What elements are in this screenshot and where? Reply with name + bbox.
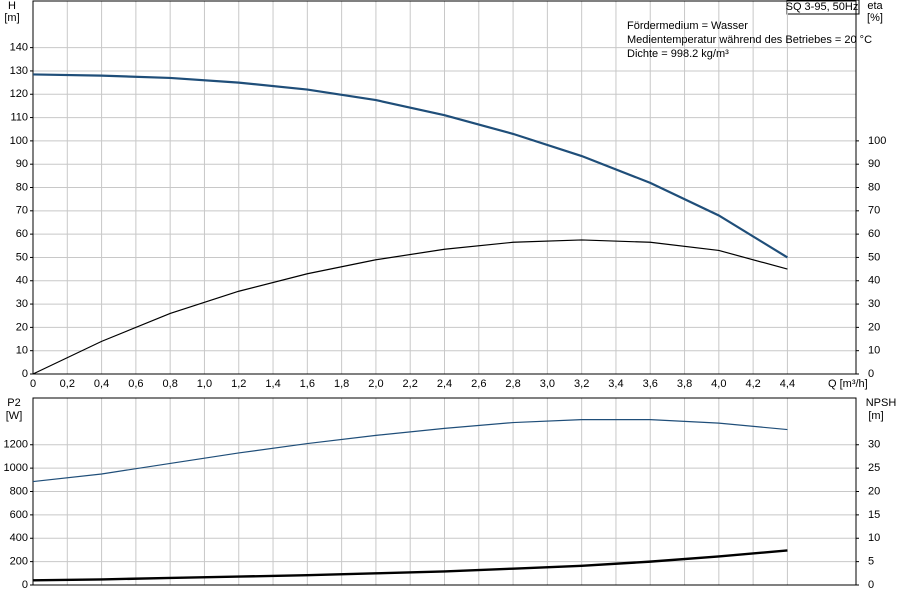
x-tick-label: 2,0 — [368, 378, 383, 390]
y2-tick-label: 20 — [868, 321, 880, 333]
y-tick-label: 10 — [16, 345, 28, 357]
data-line — [32, 419, 788, 483]
y2-axis-label: NPSH — [866, 397, 897, 409]
y2-axis-label: eta — [867, 0, 883, 12]
x-tick-label: 1,8 — [334, 378, 349, 390]
x-tick-label: 0,2 — [60, 378, 75, 390]
y-tick-label: 600 — [10, 509, 28, 521]
x-tick-label: 3,4 — [608, 378, 623, 390]
annotation: Medientemperatur während des Betriebes =… — [627, 34, 872, 46]
plot-frame — [32, 0, 857, 375]
x-tick-label: 3,6 — [643, 378, 658, 390]
data-line — [32, 549, 788, 582]
y-tick-label: 20 — [16, 321, 28, 333]
annotation: Fördermedium = Wasser — [627, 20, 748, 32]
x-tick-label: 3,0 — [540, 378, 555, 390]
annotation: Dichte = 998.2 kg/m³ — [627, 48, 729, 60]
y-tick-label: 200 — [10, 556, 28, 568]
y2-tick-label: 0 — [868, 368, 874, 380]
y2-tick-label: 40 — [868, 275, 880, 287]
y2-tick-label: 30 — [868, 298, 880, 310]
y2-tick-label: 20 — [868, 485, 880, 497]
x-tick-label: 3,2 — [574, 378, 589, 390]
x-tick-label: 4,4 — [780, 378, 795, 390]
data-line — [32, 239, 788, 375]
x-tick-label: 0 — [30, 378, 36, 390]
y2-tick-label: 60 — [868, 228, 880, 240]
x-tick-label: 4,0 — [711, 378, 726, 390]
y-tick-label: 100 — [10, 135, 28, 147]
x-tick-label: 1,6 — [300, 378, 315, 390]
y-tick-label: 140 — [10, 42, 28, 54]
y-tick-label: 40 — [16, 275, 28, 287]
y-tick-label: 130 — [10, 65, 28, 77]
x-axis-label: Q [m³/h] — [828, 378, 868, 390]
y-tick-label: 70 — [16, 205, 28, 217]
x-tick-label: 0,8 — [163, 378, 178, 390]
y-tick-label: 30 — [16, 298, 28, 310]
y2-tick-label: 100 — [868, 135, 886, 147]
y-axis-label: H — [8, 0, 16, 12]
y2-tick-label: 0 — [868, 579, 874, 591]
y2-tick-label: 90 — [868, 158, 880, 170]
y2-tick-label: 50 — [868, 251, 880, 263]
y2-tick-label: 10 — [868, 532, 880, 544]
y2-tick-label: 70 — [868, 205, 880, 217]
y-axis-label: P2 — [7, 397, 20, 409]
y2-tick-label: 30 — [868, 439, 880, 451]
y2-tick-label: 25 — [868, 462, 880, 474]
y-tick-label: 60 — [16, 228, 28, 240]
x-tick-label: 2,6 — [471, 378, 486, 390]
chart-title: SQ 3-95, 50Hz — [786, 1, 859, 13]
x-tick-label: 2,2 — [403, 378, 418, 390]
x-tick-label: 1,0 — [197, 378, 212, 390]
x-tick-label: 0,6 — [128, 378, 143, 390]
y-tick-label: 120 — [10, 88, 28, 100]
y-tick-label: 1000 — [4, 462, 28, 474]
data-line — [32, 73, 788, 259]
x-tick-label: 1,4 — [265, 378, 280, 390]
y-tick-label: 90 — [16, 158, 28, 170]
x-tick-label: 1,2 — [231, 378, 246, 390]
y-tick-label: 110 — [10, 111, 28, 123]
x-tick-label: 2,8 — [505, 378, 520, 390]
y2-tick-label: 15 — [868, 509, 880, 521]
y-axis-unit: [m] — [4, 12, 19, 24]
y-tick-label: 50 — [16, 251, 28, 263]
y-tick-label: 0 — [22, 368, 28, 380]
y2-tick-label: 80 — [868, 181, 880, 193]
y-tick-label: 0 — [22, 579, 28, 591]
y2-tick-label: 10 — [868, 345, 880, 357]
y-tick-label: 800 — [10, 485, 28, 497]
x-tick-label: 3,8 — [677, 378, 692, 390]
y-tick-label: 80 — [16, 181, 28, 193]
y-tick-label: 1200 — [4, 439, 28, 451]
x-tick-label: 2,4 — [437, 378, 452, 390]
y2-tick-label: 5 — [868, 556, 874, 568]
x-tick-label: 0,4 — [94, 378, 109, 390]
y-axis-unit: [W] — [6, 410, 23, 422]
y-tick-label: 400 — [10, 532, 28, 544]
plot-frame — [32, 397, 857, 586]
x-tick-label: 4,2 — [745, 378, 760, 390]
y2-axis-unit: [%] — [867, 12, 883, 24]
y2-axis-unit: [m] — [868, 410, 883, 422]
